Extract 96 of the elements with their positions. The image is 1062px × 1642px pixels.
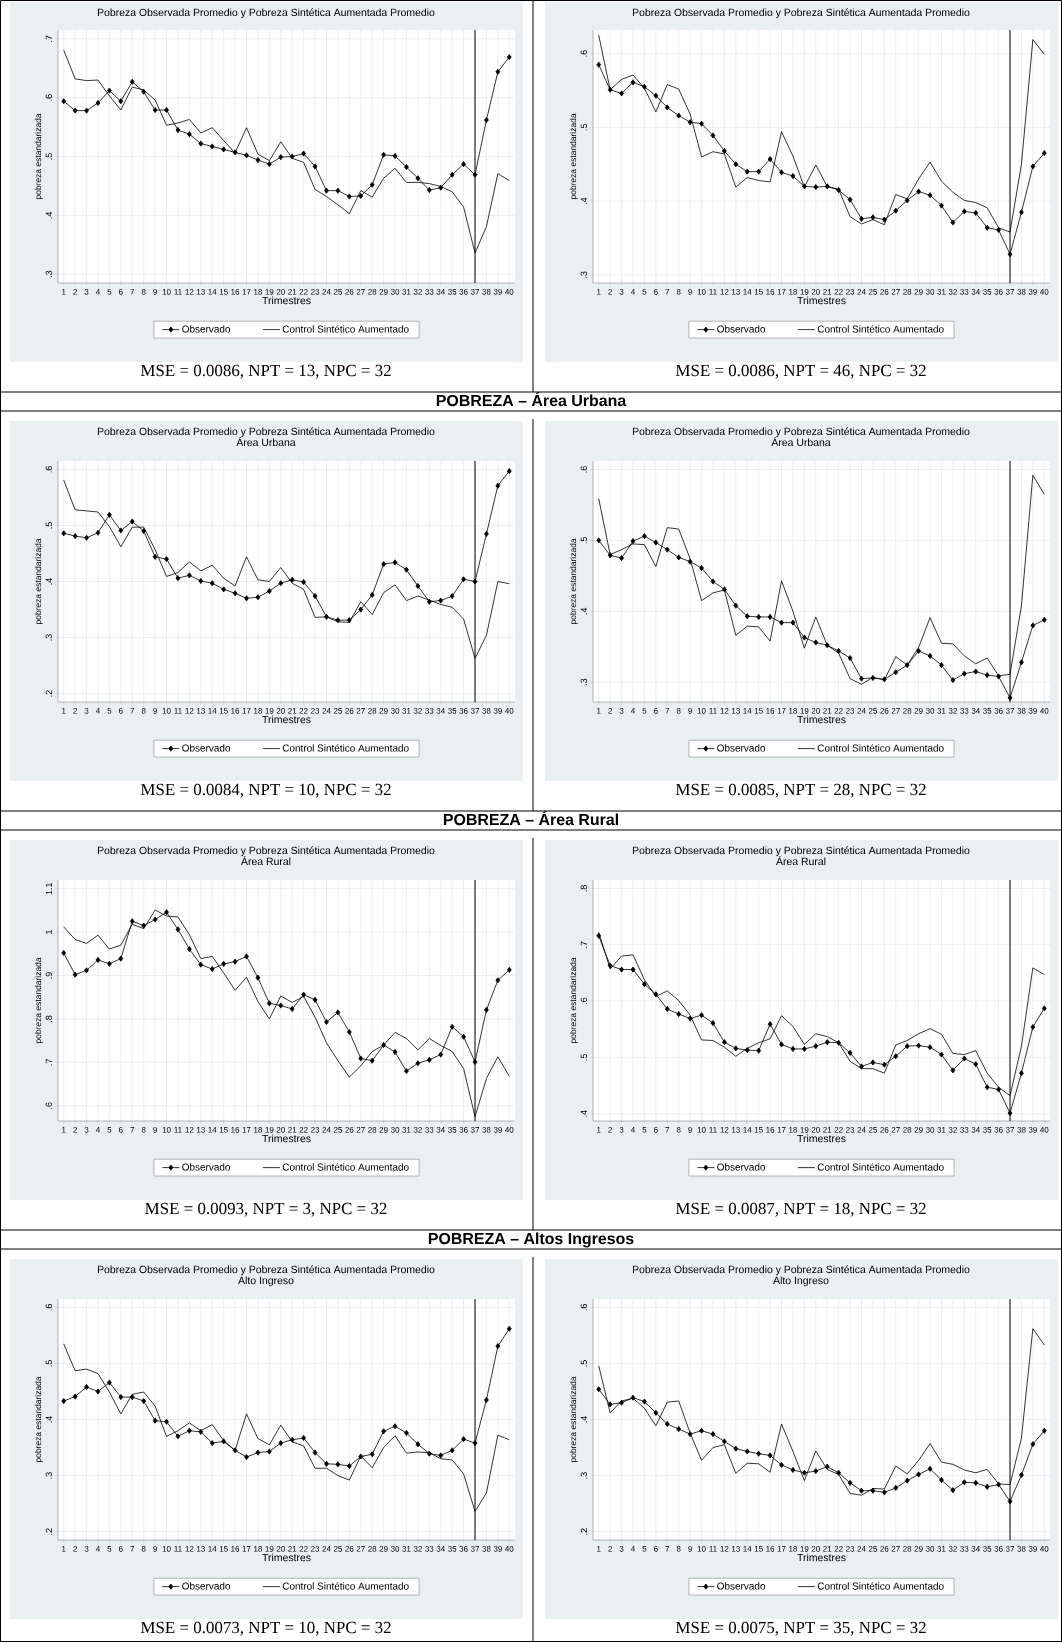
y-tick-label: .6 — [45, 94, 52, 101]
y-axis-title: pobreza estandarizada — [34, 957, 43, 1044]
chart-subtitle: Área Urbana — [236, 436, 296, 447]
chart-subtitle: Área Rural — [776, 855, 826, 866]
y-tick-label: .3 — [580, 271, 587, 278]
text: MSE = 0.0084, NPT = 10, NPC = 32 — [140, 783, 391, 798]
chart-title: Pobreza Observada Promedio y Pobreza Sintética Aumentada Promedio — [632, 8, 970, 19]
y-tick-label: .4 — [45, 1416, 52, 1423]
y-tick-label: .9 — [45, 972, 52, 979]
legend-label: Control Sintético Aumentado — [282, 1163, 409, 1171]
text: MSE = 0.0086, NPT = 46, NPC = 32 — [675, 364, 926, 379]
y-tick-label: .2 — [580, 1528, 587, 1535]
y-tick-label: .4 — [580, 197, 587, 205]
y-tick-label: .3 — [580, 1472, 587, 1479]
y-tick-label: .4 — [580, 607, 587, 615]
y-tick-label: .3 — [45, 270, 52, 278]
y-tick-label: .5 — [45, 522, 52, 529]
legend-label: Control Sintético Aumentado — [817, 1163, 944, 1171]
x-axis-title: Trimestres — [797, 715, 846, 724]
legend-label: Observado — [717, 1582, 766, 1590]
y-tick-label: .3 — [45, 634, 52, 641]
x-axis-title: Trimestres — [262, 715, 311, 724]
x-axis-title: Trimestres — [797, 1553, 846, 1562]
y-tick-label: .6 — [580, 466, 587, 473]
y-axis-title: pobreza estandarizada — [34, 113, 43, 200]
y-tick-label: .6 — [580, 50, 587, 57]
text: POBREZA – Área Rural — [443, 810, 618, 826]
y-axis-title: pobreza estandarizada — [34, 538, 43, 625]
legend-label: Observado — [182, 325, 231, 333]
y-tick-label: 1.1 — [45, 882, 52, 895]
x-axis-title: Trimestres — [262, 1553, 311, 1562]
text: POBREZA – Altos Ingresos — [428, 1232, 634, 1248]
legend-label: Observado — [717, 325, 766, 333]
y-tick-label: .5 — [580, 124, 587, 131]
y-axis-title: pobreza estandarizada — [569, 1376, 578, 1463]
legend-label: Control Sintético Aumentado — [282, 744, 409, 752]
y-tick-label: .4 — [580, 1110, 587, 1117]
legend-label: Control Sintético Aumentado — [817, 325, 944, 333]
y-tick-label: .7 — [45, 1059, 52, 1066]
legend-label: Control Sintético Aumentado — [817, 744, 944, 752]
legend-label: Control Sintético Aumentado — [817, 1582, 944, 1590]
y-tick-label: .5 — [580, 1360, 587, 1367]
y-axis-title: pobreza estandarizada — [34, 1376, 43, 1463]
text: MSE = 0.0073, NPT = 10, NPC = 32 — [140, 1621, 391, 1636]
x-axis-title: Trimestres — [262, 1134, 311, 1143]
legend-label: Observado — [182, 744, 231, 752]
y-tick-label: .5 — [580, 537, 587, 544]
chart-title: Pobreza Observada Promedio y Pobreza Sintética Aumentada Promedio — [632, 427, 970, 438]
chart-subtitle: Alto Ingreso — [773, 1276, 829, 1287]
y-tick-label: .6 — [580, 1304, 587, 1311]
y-tick-label: .6 — [45, 1102, 52, 1109]
y-tick-label: .3 — [45, 1472, 52, 1479]
y-axis-title: pobreza estandarizada — [569, 957, 578, 1044]
chart-title: Pobreza Observada Promedio y Pobreza Sintética Aumentada Promedio — [97, 1265, 435, 1276]
y-tick-label: .6 — [580, 997, 587, 1004]
y-tick-label: .5 — [45, 153, 52, 160]
y-axis-title: pobreza estandarizada — [569, 113, 578, 200]
chart-title: Pobreza Observada Promedio y Pobreza Sintética Aumentada Promedio — [632, 1265, 970, 1276]
text: MSE = 0.0087, NPT = 18, NPC = 32 — [675, 1202, 926, 1217]
x-axis-title: Trimestres — [262, 296, 311, 305]
legend-label: Control Sintético Aumentado — [282, 325, 409, 333]
y-tick-label: .7 — [580, 941, 587, 948]
text: POBREZA – Área Urbana — [436, 391, 627, 407]
y-tick-label: 1 — [45, 930, 52, 934]
y-tick-label: .4 — [580, 1416, 587, 1423]
y-tick-label: .5 — [580, 1054, 587, 1061]
y-tick-label: .4 — [45, 211, 52, 219]
chart-title: Pobreza Observada Promedio y Pobreza Sintética Aumentada Promedio — [97, 8, 435, 19]
text: MSE = 0.0086, NPT = 13, NPC = 32 — [140, 364, 391, 379]
chart-subtitle: Área Urbana — [771, 436, 831, 447]
y-tick-label: .2 — [45, 1528, 52, 1535]
text: MSE = 0.0075, NPT = 35, NPC = 32 — [675, 1621, 926, 1636]
legend-label: Observado — [182, 1582, 231, 1590]
y-axis-title: pobreza estandarizada — [569, 538, 578, 625]
y-tick-label: .4 — [45, 578, 52, 585]
x-axis-title: Trimestres — [797, 296, 846, 305]
y-tick-label: .2 — [45, 690, 52, 697]
y-tick-label: .6 — [45, 1304, 52, 1311]
y-tick-label: .6 — [45, 466, 52, 473]
y-tick-label: .3 — [580, 678, 587, 686]
chart-title: Pobreza Observada Promedio y Pobreza Sintética Aumentada Promedio — [97, 846, 435, 857]
legend-label: Observado — [182, 1163, 231, 1171]
chart-subtitle: Área Rural — [241, 855, 291, 866]
y-tick-label: .7 — [45, 35, 52, 42]
text: MSE = 0.0085, NPT = 28, NPC = 32 — [675, 783, 926, 798]
chart-title: Pobreza Observada Promedio y Pobreza Sintética Aumentada Promedio — [632, 846, 970, 857]
legend-label: Observado — [717, 1163, 766, 1171]
legend-label: Control Sintético Aumentado — [282, 1582, 409, 1590]
y-tick-label: .5 — [45, 1360, 52, 1367]
chart-title: Pobreza Observada Promedio y Pobreza Sintética Aumentada Promedio — [97, 427, 435, 438]
y-tick-label: .8 — [580, 885, 587, 892]
x-axis-title: Trimestres — [797, 1134, 846, 1143]
chart-subtitle: Alto Ingreso — [238, 1276, 294, 1287]
legend-label: Observado — [717, 744, 766, 752]
text: MSE = 0.0093, NPT = 3, NPC = 32 — [145, 1202, 387, 1217]
y-tick-label: .8 — [45, 1015, 52, 1022]
